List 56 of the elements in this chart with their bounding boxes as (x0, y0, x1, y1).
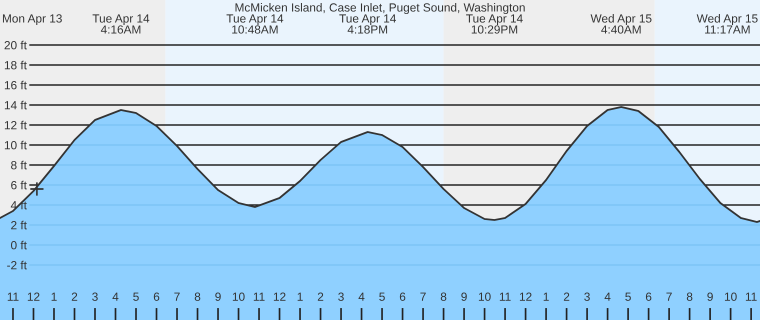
x-tick-label: 9 (461, 292, 467, 301)
x-tick-label: 7 (666, 292, 672, 301)
x-tick-label: 3 (92, 292, 98, 301)
x-tick-label: 11 (746, 292, 757, 301)
x-tick-label: 6 (400, 292, 406, 301)
annotation: Mon Apr 13 (2, 14, 62, 26)
x-tick-label: 1 (298, 292, 303, 301)
annotation: Tue Apr 14 4:18PM (339, 14, 396, 34)
x-tick-label: 8 (686, 292, 692, 301)
x-tick-label: 11 (254, 292, 265, 301)
x-tick-label: 12 (274, 292, 286, 301)
x-tick-label: 8 (440, 292, 446, 301)
x-tick-label: 4 (112, 292, 118, 301)
x-tick-label: 2 (72, 292, 78, 301)
x-tick-label: 11 (500, 292, 511, 301)
x-tick-label: 12 (520, 292, 532, 301)
x-tick-label: 10 (724, 292, 737, 301)
x-tick-label: 7 (420, 292, 426, 301)
annotation: Tue Apr 14 4:16AM (92, 14, 150, 34)
y-tick-label: 16 ft (4, 80, 27, 90)
x-tick-label: 12 (28, 292, 40, 301)
x-tick-label: 6 (154, 292, 160, 301)
y-tick-label: 8 ft (11, 160, 27, 170)
x-tick-label: 6 (646, 292, 652, 301)
x-tick-label: 9 (215, 292, 221, 301)
annotation: Tue Apr 14 10:29PM (466, 14, 523, 34)
x-tick-label: 1 (52, 292, 57, 301)
x-tick-label: 5 (133, 292, 139, 301)
x-tick-label: 5 (379, 292, 385, 301)
y-tick-label: 2 ft (11, 220, 27, 230)
x-tick-label: 10 (232, 292, 245, 301)
x-tick-label: 11 (8, 292, 19, 301)
x-tick-label: 9 (707, 292, 713, 301)
x-tick-label: 1 (544, 292, 549, 301)
y-tick-label: 18 ft (4, 60, 27, 70)
y-tick-label: 14 ft (4, 100, 27, 110)
x-tick-label: 3 (338, 292, 344, 301)
annotation: Tue Apr 14 10:48AM (226, 14, 284, 34)
y-tick-label: 20 ft (4, 40, 27, 50)
annotation: Wed Apr 15 4:40AM (590, 14, 652, 34)
y-tick-label: 0 ft (11, 240, 27, 250)
x-tick-label: 2 (318, 292, 324, 301)
y-tick-label: -2 ft (7, 260, 27, 270)
x-tick-label: 5 (625, 292, 631, 301)
annotation: Wed Apr 15 11:17AM (696, 14, 758, 34)
chart-title: McMicken Island, Case Inlet, Puget Sound, Washington (236, 3, 525, 14)
x-tick-label: 7 (174, 292, 180, 301)
x-tick-label: 2 (564, 292, 570, 301)
y-tick-label: 12 ft (4, 120, 27, 130)
y-tick-label: 6 ft (11, 180, 27, 190)
x-tick-label: 4 (604, 292, 611, 301)
y-tick-label: 10 ft (4, 140, 27, 150)
x-tick-label: 8 (194, 292, 200, 301)
x-tick-label: 10 (478, 292, 491, 301)
x-tick-label: 3 (584, 292, 590, 301)
x-tick-label: 4 (358, 292, 364, 301)
